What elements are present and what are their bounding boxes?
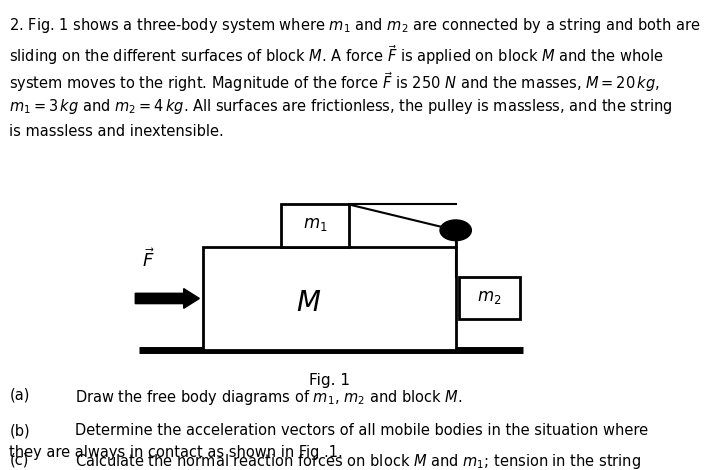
Text: 2. Fig. 1 shows a three-body system where $m_1$ and $m_2$ are connected by a str: 2. Fig. 1 shows a three-body system wher… bbox=[9, 16, 701, 35]
Circle shape bbox=[440, 220, 471, 241]
Text: is massless and inextensible.: is massless and inextensible. bbox=[9, 124, 224, 139]
Text: $M$: $M$ bbox=[296, 290, 322, 317]
Text: (a): (a) bbox=[9, 388, 30, 403]
Text: $m_1 = 3\,kg$ and $m_2 = 4\,kg$. All surfaces are frictionless, the pulley is ma: $m_1 = 3\,kg$ and $m_2 = 4\,kg$. All sur… bbox=[9, 97, 673, 116]
Text: system moves to the right. Magnitude of the force $\vec{F}$ is 250 $N$ and the m: system moves to the right. Magnitude of … bbox=[9, 70, 660, 94]
Text: Draw the free body diagrams of $m_1$, $m_2$ and block $M$.: Draw the free body diagrams of $m_1$, $m… bbox=[75, 388, 462, 407]
Text: $m_1$: $m_1$ bbox=[303, 216, 328, 233]
Text: they are always in contact as shown in Fig .1.: they are always in contact as shown in F… bbox=[9, 445, 343, 460]
Bar bbox=[281, 204, 349, 247]
Text: Fig. 1: Fig. 1 bbox=[309, 373, 350, 388]
Text: $\vec{F}$: $\vec{F}$ bbox=[142, 248, 155, 271]
Text: sliding on the different surfaces of block $M$. A force $\vec{F}$ is applied on : sliding on the different surfaces of blo… bbox=[9, 43, 664, 67]
Text: (b): (b) bbox=[9, 423, 30, 438]
FancyArrow shape bbox=[135, 289, 199, 308]
Text: Determine the acceleration vectors of all mobile bodies in the situation where: Determine the acceleration vectors of al… bbox=[75, 423, 648, 438]
Text: $m_2$: $m_2$ bbox=[477, 290, 502, 306]
Text: Calculate the normal reaction forces on block $M$ and $m_1$; tension in the stri: Calculate the normal reaction forces on … bbox=[75, 452, 641, 470]
Bar bbox=[459, 277, 520, 319]
Bar bbox=[203, 247, 456, 350]
Text: (c): (c) bbox=[9, 452, 28, 467]
